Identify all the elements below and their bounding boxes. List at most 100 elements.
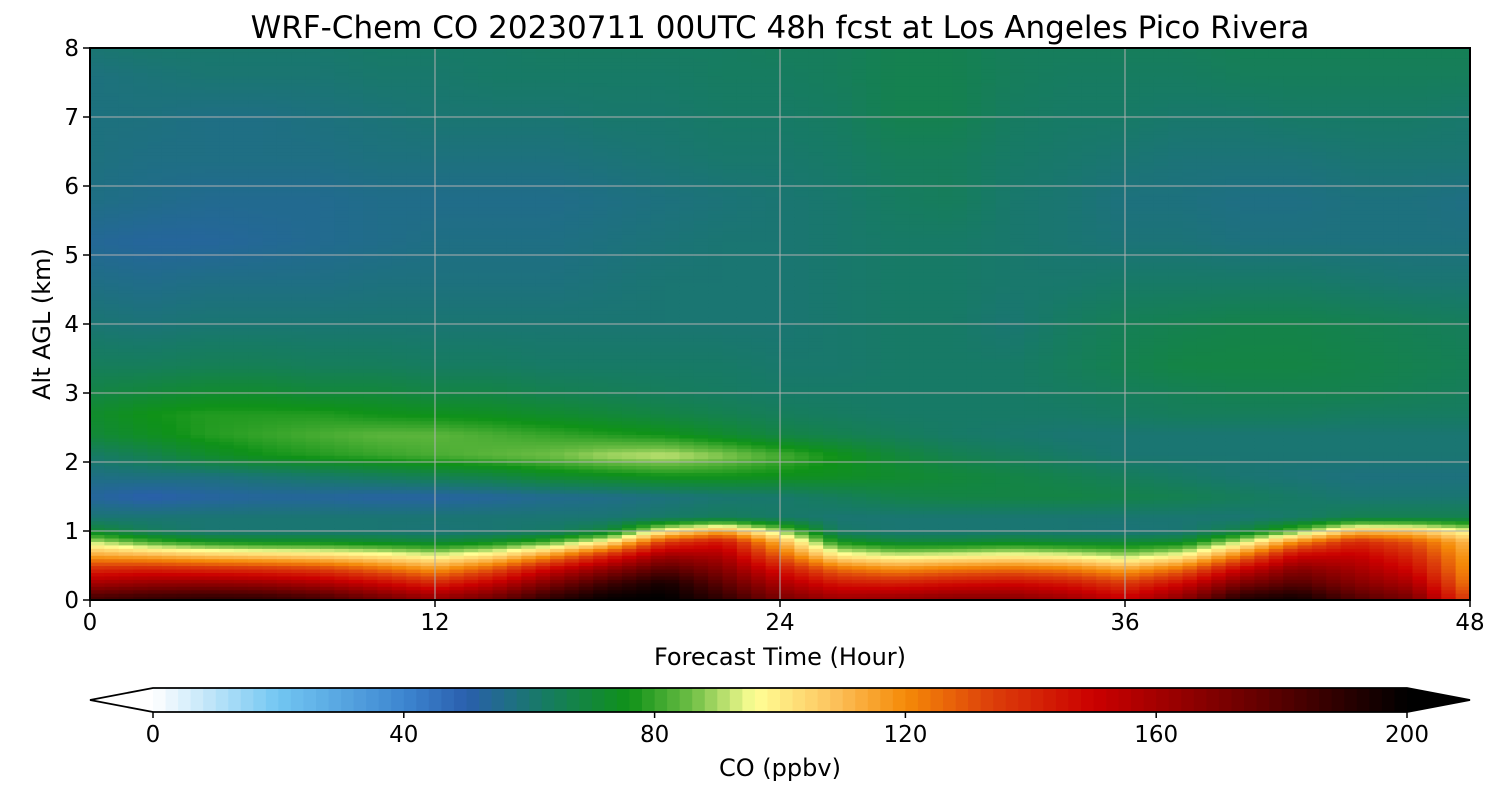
heatmap-cell: [995, 544, 1011, 549]
heatmap-cell: [276, 582, 292, 587]
heatmap-cell: [1081, 486, 1097, 491]
heatmap-cell: [478, 437, 494, 442]
heatmap-cell: [765, 596, 781, 600]
heatmap-cell: [607, 510, 623, 515]
heatmap-cell: [1067, 558, 1083, 563]
heatmap-cell: [1168, 582, 1184, 587]
heatmap-cell: [1010, 465, 1025, 470]
heatmap-cell: [708, 496, 724, 501]
heatmap-cell: [449, 465, 465, 470]
heatmap-cell: [1254, 572, 1270, 577]
heatmap-cell: [981, 427, 997, 432]
heatmap-cell: [1441, 430, 1457, 435]
heatmap-cell: [650, 427, 666, 432]
heatmap-cell: [808, 510, 824, 515]
heatmap-cell: [923, 572, 939, 577]
heatmap-cell: [1455, 572, 1470, 577]
heatmap-cell: [104, 548, 120, 553]
heatmap-cell: [276, 575, 292, 580]
heatmap-cell: [1096, 486, 1112, 491]
heatmap-cell: [363, 448, 379, 453]
heatmap-cell: [578, 465, 594, 470]
heatmap-cell: [118, 527, 134, 532]
heatmap-cell: [1369, 575, 1385, 580]
heatmap-cell: [1211, 548, 1227, 553]
heatmap-cell: [348, 451, 364, 456]
heatmap-cell: [1240, 520, 1255, 525]
heatmap-cell: [406, 475, 422, 480]
heatmap-cell: [1139, 562, 1155, 567]
heatmap-cell: [1268, 531, 1284, 536]
heatmap-cell: [1225, 496, 1241, 501]
heatmap-cell: [1067, 517, 1083, 522]
heatmap-cell: [435, 520, 450, 525]
heatmap-cell: [420, 541, 436, 546]
heatmap-cell: [1412, 534, 1428, 539]
heatmap-cell: [636, 430, 652, 435]
heatmap-cell: [708, 596, 724, 600]
heatmap-cell: [909, 537, 925, 542]
heatmap-cell: [1426, 531, 1442, 536]
heatmap-cell: [506, 593, 522, 598]
heatmap-cell: [823, 520, 839, 525]
heatmap-cell: [535, 451, 551, 456]
heatmap-cell: [981, 513, 997, 518]
heatmap-cell: [219, 430, 235, 435]
heatmap-cell: [90, 582, 105, 587]
heatmap-cell: [736, 486, 752, 491]
heatmap-cell: [176, 479, 192, 484]
heatmap-cell: [291, 430, 307, 435]
heatmap-cell: [1182, 437, 1198, 442]
heatmap-cell: [161, 424, 177, 429]
heatmap-cell: [1053, 568, 1069, 573]
heatmap-cell: [895, 572, 910, 577]
heatmap-cell: [276, 503, 292, 508]
heatmap-cell: [377, 510, 393, 515]
heatmap-cell: [1010, 420, 1025, 425]
heatmap-cell: [1268, 562, 1284, 567]
heatmap-cell: [607, 458, 623, 463]
heatmap-cell: [1340, 596, 1356, 600]
co-heatmap: [90, 48, 1470, 600]
heatmap-cell: [420, 548, 436, 553]
heatmap-cell: [363, 517, 379, 522]
heatmap-cell: [391, 486, 407, 491]
heatmap-cell: [938, 582, 954, 587]
heatmap-cell: [780, 510, 795, 515]
heatmap-cell: [564, 537, 580, 542]
heatmap-cell: [1053, 582, 1069, 587]
heatmap-cell: [1412, 531, 1428, 536]
heatmap-cell: [708, 437, 724, 442]
heatmap-cell: [420, 506, 436, 511]
heatmap-cell: [205, 458, 220, 463]
heatmap-cell: [1254, 420, 1270, 425]
heatmap-cell: [219, 593, 235, 598]
heatmap-cell: [219, 451, 235, 456]
heatmap-cell: [1196, 444, 1212, 449]
heatmap-cell: [348, 568, 364, 573]
heatmap-cell: [679, 493, 695, 498]
heatmap-cell: [1326, 596, 1342, 600]
heatmap-cell: [1455, 506, 1470, 511]
heatmap-cell: [1182, 493, 1198, 498]
heatmap-cell: [320, 462, 335, 467]
heatmap-cell: [320, 582, 335, 587]
heatmap-cell: [1297, 568, 1313, 573]
heatmap-cell: [1240, 531, 1255, 536]
heatmap-cell: [665, 499, 680, 504]
heatmap-cell: [1268, 541, 1284, 546]
heatmap-cell: [1024, 503, 1040, 508]
heatmap-cell: [693, 541, 709, 546]
heatmap-cell: [535, 548, 551, 553]
heatmap-cell: [1053, 430, 1069, 435]
heatmap-cell: [880, 562, 896, 567]
heatmap-cell: [1110, 458, 1126, 463]
heatmap-cell: [118, 582, 134, 587]
heatmap-cell: [1369, 448, 1385, 453]
heatmap-cell: [607, 468, 623, 473]
heatmap-cell: [90, 558, 105, 563]
heatmap-cell: [823, 551, 839, 556]
heatmap-cell: [981, 444, 997, 449]
heatmap-cell: [1225, 513, 1241, 518]
heatmap-cell: [981, 558, 997, 563]
